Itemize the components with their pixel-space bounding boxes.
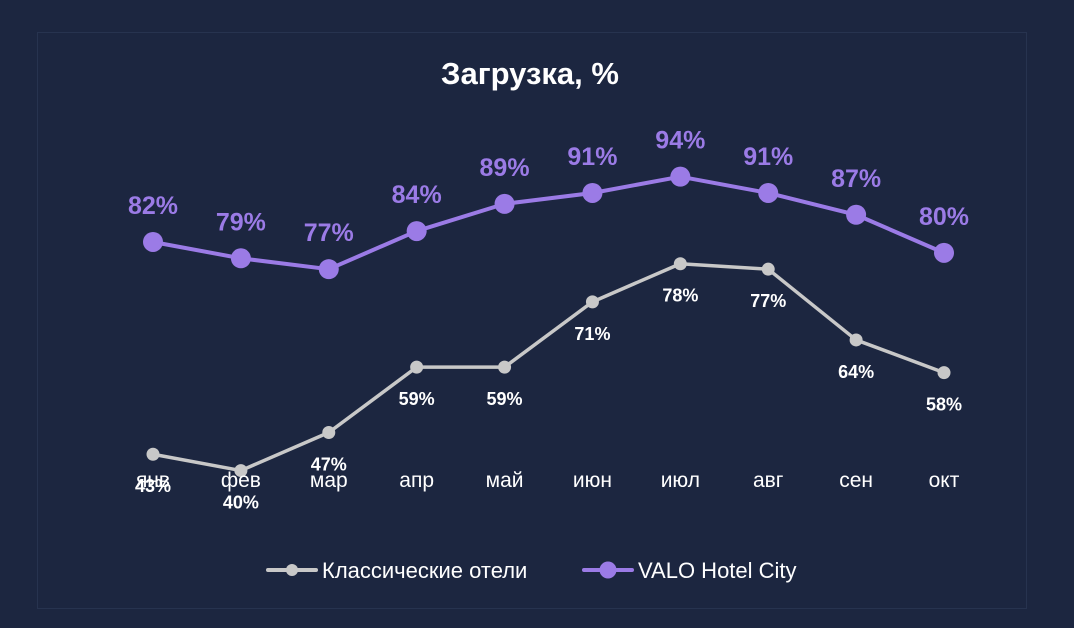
data-point-classic (761, 262, 775, 276)
data-point-classic (849, 333, 863, 347)
legend-item-classic: Классические отели (266, 558, 527, 583)
legend-swatch-marker (286, 564, 298, 576)
chart-frame (37, 32, 1027, 609)
chart-title: Загрузка, % (441, 56, 619, 91)
data-label-valo: 82% (128, 192, 178, 220)
data-point-valo (670, 166, 691, 187)
data-point-valo (318, 259, 339, 280)
data-label-classic: 64% (838, 362, 874, 382)
x-tick-label: сен (839, 469, 873, 492)
x-axis-tick-labels: янв фев мар апр май июн июл авг сен окт (136, 469, 960, 492)
data-point-classic (673, 257, 687, 271)
data-label-valo: 89% (480, 154, 530, 182)
legend-swatch-marker (599, 561, 617, 579)
x-tick-label: июл (661, 469, 700, 492)
series-classic: 43% 40% 47% 59% 59% 71% 78% 77% 64% 58% (135, 257, 962, 513)
data-point-classic (410, 360, 424, 374)
data-point-classic (322, 425, 336, 439)
data-label-valo: 91% (743, 143, 793, 171)
legend-label: VALO Hotel City (638, 558, 797, 583)
data-label-valo: 79% (216, 208, 266, 236)
series-layer: 43%40%47%59% 59%71%78% 77%64%58%82%79% 77%8… (128, 127, 969, 513)
x-tick-label: янв (136, 469, 170, 492)
data-point-valo (143, 231, 163, 252)
data-label-classic: 59% (487, 389, 523, 409)
x-tick-label: июн (573, 469, 612, 492)
data-label-valo: 94% (655, 127, 705, 155)
data-point-valo (934, 242, 954, 263)
data-point-valo (846, 204, 867, 225)
x-tick-label: авг (753, 469, 784, 492)
legend: Классические отели VALO Hotel City (266, 558, 797, 583)
data-point-classic (937, 366, 951, 380)
data-label-valo: 91% (567, 143, 617, 171)
data-label-classic: 40% (223, 493, 259, 513)
data-label-classic: 78% (662, 286, 698, 306)
x-tick-label: май (486, 469, 524, 492)
series-line-classic (151, 261, 946, 473)
data-label-classic: 71% (574, 324, 610, 344)
x-tick-label: мар (310, 469, 348, 492)
data-label-classic: 47% (311, 454, 347, 474)
data-point-valo (582, 182, 603, 203)
data-point-classic (585, 295, 599, 309)
data-point-valo (230, 248, 251, 269)
data-point-classic (498, 360, 512, 374)
data-label-valo: 80% (919, 203, 969, 231)
data-label-classic: 59% (399, 389, 435, 409)
data-point-classic (234, 464, 248, 478)
series-line-valo (151, 174, 946, 272)
data-label-classic: 58% (926, 395, 962, 415)
legend-item-valo: VALO Hotel City (582, 558, 797, 583)
data-label-classic: 43% (135, 476, 171, 496)
x-tick-label: апр (399, 469, 434, 492)
data-label-valo: 77% (304, 219, 354, 247)
legend-label: Классические отели (322, 558, 527, 583)
x-tick-label: фев (221, 469, 261, 492)
data-point-classic (146, 447, 160, 461)
series-valo: 82% 79% 77% 84% 89% 91% 94% 91% 87% 80% (128, 127, 969, 280)
x-tick-label: окт (929, 469, 960, 492)
data-point-valo (406, 221, 427, 242)
data-point-valo (494, 193, 515, 214)
data-label-valo: 87% (831, 165, 881, 193)
data-label-classic: 77% (750, 291, 786, 311)
data-label-valo: 84% (392, 181, 442, 209)
data-point-valo (758, 182, 779, 203)
